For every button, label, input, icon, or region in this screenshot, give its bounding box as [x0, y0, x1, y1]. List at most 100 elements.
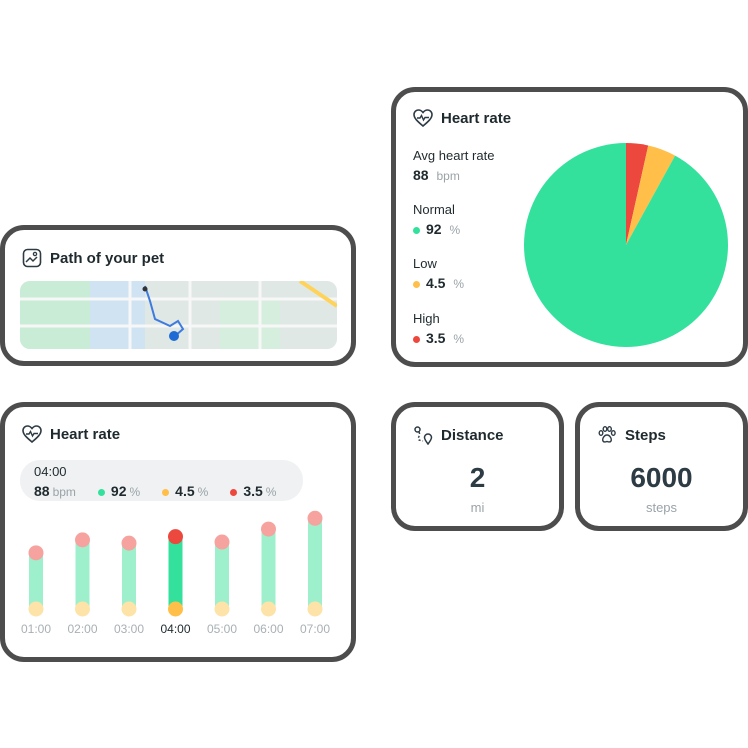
path-card-header: Path of your pet	[22, 248, 164, 268]
high-percent: %	[453, 332, 465, 346]
bar-low-marker	[307, 601, 323, 617]
steps-header: Steps	[597, 425, 666, 445]
bar-range	[75, 539, 90, 609]
pie-slice-low	[626, 145, 676, 245]
bar-range	[29, 552, 43, 609]
bar-05:00[interactable]: 05:00	[207, 534, 237, 636]
selected-hour-summary: 04:00 88 bpm 92% 4.5% 3.5%	[20, 460, 303, 501]
selected-avg: 88 bpm	[34, 483, 76, 499]
low-stat: Low 4.5 %	[413, 256, 464, 291]
bar-tick-label: 01:00	[21, 622, 51, 636]
normal-dot	[413, 226, 420, 234]
avg-heart-rate-unit: bpm	[436, 169, 460, 183]
normal-dot	[97, 488, 105, 496]
heart-pulse-icon	[22, 425, 42, 443]
bar-high-marker	[168, 529, 183, 545]
bar-01:00[interactable]: 01:00	[21, 545, 51, 636]
selected-high: 3.5%	[230, 483, 276, 499]
bar-low-marker	[121, 601, 137, 617]
bar-high-marker	[261, 521, 276, 537]
normal-value: 92	[426, 221, 442, 237]
bar-range	[122, 543, 136, 609]
bar-high-marker	[28, 545, 44, 561]
heart-rate-bar-chart[interactable]: 01:00 02:00 03:00 04:00 05:00 06:00 07:00	[5, 407, 351, 657]
selected-low-value: 4.5	[175, 483, 195, 499]
avg-heart-rate-value: 88	[413, 167, 429, 183]
bar-06:00[interactable]: 06:00	[253, 521, 284, 636]
distance-card[interactable]: Distance 2 mi	[391, 402, 564, 531]
route-icon	[414, 426, 433, 445]
path-card[interactable]: Path of your pet	[0, 225, 356, 366]
heart-rate-hourly-header: Heart rate	[22, 425, 120, 443]
bar-high-marker	[121, 535, 137, 551]
selected-avg-value: 88	[34, 483, 50, 499]
heart-pulse-icon	[413, 109, 433, 127]
avg-heart-rate-value-row: 88 bpm	[413, 167, 494, 183]
selected-normal-percent: %	[129, 485, 141, 499]
distance-value: 2	[469, 462, 486, 493]
high-stat: High 3.5 %	[413, 311, 464, 346]
heart-rate-summary-title: Heart rate	[441, 109, 512, 127]
bar-low-marker	[28, 601, 44, 617]
paw-icon	[598, 426, 616, 443]
bar-02:00[interactable]: 02:00	[67, 532, 98, 636]
selected-normal-value: 92	[110, 483, 127, 499]
bar-high-marker	[214, 534, 230, 550]
high-value-row: 3.5 %	[413, 330, 464, 346]
bar-range	[261, 529, 276, 609]
avg-heart-rate-stat: Avg heart rate 88 bpm	[413, 148, 494, 183]
selected-low-percent: %	[197, 485, 209, 499]
low-percent: %	[453, 277, 465, 291]
low-value-row: 4.5 %	[413, 275, 464, 291]
low-value: 4.5	[426, 275, 446, 291]
bar-low-marker	[75, 601, 90, 617]
selected-high-percent: %	[265, 485, 277, 499]
selected-low: 4.5%	[162, 483, 208, 499]
bar-tick-label: 03:00	[114, 622, 144, 636]
heart-rate-summary-header: Heart rate	[413, 109, 511, 127]
bar-04:00[interactable]: 04:00	[160, 529, 191, 636]
selected-avg-unit: bpm	[52, 485, 76, 499]
distance-title: Distance	[441, 426, 504, 444]
normal-value-row: 92 %	[413, 221, 460, 237]
heart-rate-hourly-card[interactable]: Heart rate 04:00 88 bpm 92% 4.5% 3.5% 01:…	[0, 402, 356, 662]
bar-03:00[interactable]: 03:00	[114, 535, 144, 636]
high-label: High	[413, 311, 440, 326]
high-dot	[230, 488, 238, 496]
bar-07:00[interactable]: 07:00	[300, 510, 330, 636]
normal-percent: %	[449, 223, 461, 237]
steps-title: Steps	[625, 426, 666, 444]
low-dot	[162, 488, 170, 496]
selected-time: 04:00	[34, 464, 67, 479]
avg-heart-rate-label: Avg heart rate	[413, 148, 495, 163]
selected-hour-values: 88 bpm 92% 4.5% 3.5%	[34, 483, 303, 499]
normal-label: Normal	[413, 202, 455, 217]
map-icon	[22, 248, 42, 268]
bar-high-marker	[75, 532, 90, 548]
low-dot	[413, 280, 420, 288]
bar-range	[168, 536, 183, 609]
bar-tick-label: 05:00	[207, 622, 237, 636]
steps-card[interactable]: Steps 6000 steps	[575, 402, 748, 531]
bar-range	[308, 518, 322, 609]
low-label: Low	[413, 256, 437, 271]
heart-rate-summary-card[interactable]: Heart rate Avg heart rate 88 bpm Normal …	[391, 87, 748, 367]
steps-unit: steps	[645, 500, 678, 515]
bar-tick-label: 02:00	[67, 622, 97, 636]
bar-range	[215, 542, 229, 609]
bar-tick-label: 07:00	[300, 622, 330, 636]
distance-header: Distance	[413, 425, 504, 445]
selected-high-value: 3.5	[243, 483, 263, 499]
pie-slice-high	[626, 143, 649, 245]
high-value: 3.5	[426, 330, 446, 346]
bar-low-marker	[168, 601, 183, 617]
selected-normal: 92%	[97, 483, 141, 499]
bar-tick-label: 06:00	[253, 622, 283, 636]
heart-rate-hourly-title: Heart rate	[50, 425, 121, 443]
steps-value: 6000	[630, 462, 693, 493]
bar-low-marker	[261, 601, 276, 617]
normal-stat: Normal 92 %	[413, 202, 460, 237]
path-card-title: Path of your pet	[50, 249, 165, 267]
pet-path-map[interactable]	[20, 281, 337, 349]
bar-tick-label: 04:00	[160, 622, 190, 636]
